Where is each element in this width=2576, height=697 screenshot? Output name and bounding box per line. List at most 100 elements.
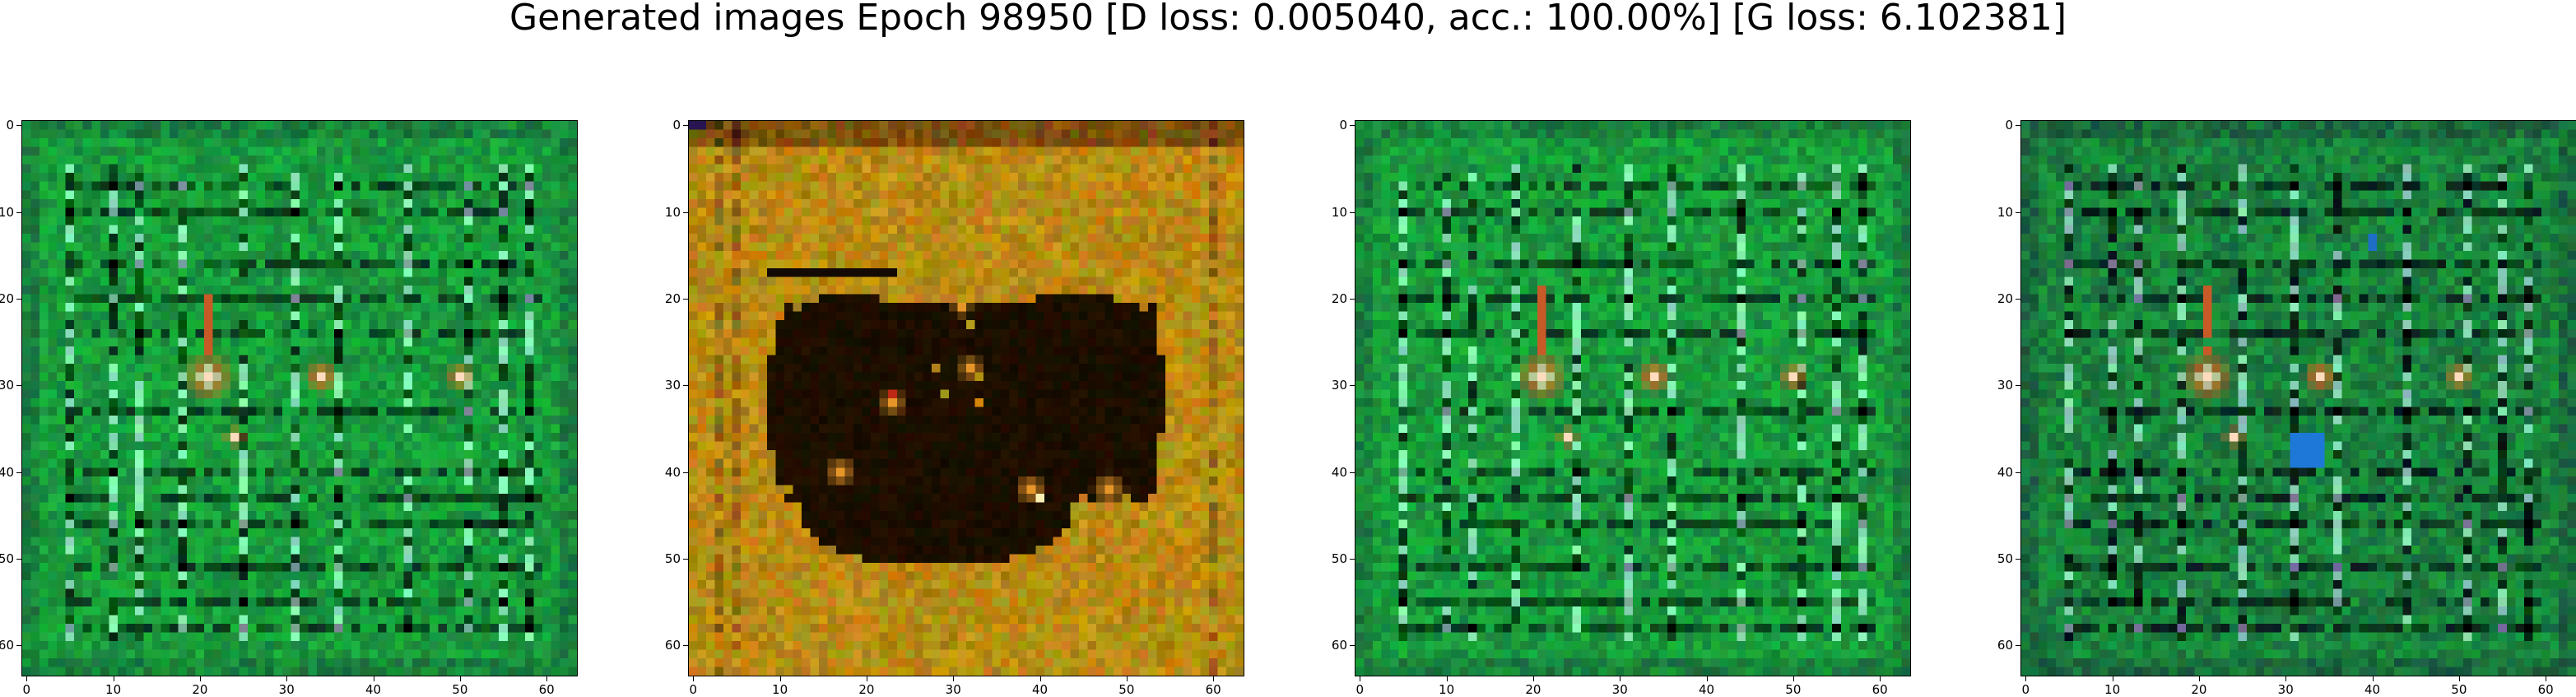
y-tick-mark xyxy=(16,645,21,647)
y-tick-label: 40 xyxy=(664,464,681,480)
x-tick-label: 0 xyxy=(689,682,698,697)
y-tick-mark xyxy=(2016,385,2020,387)
y-tick-label: 30 xyxy=(664,378,681,393)
generated-image-pixels xyxy=(1355,121,1910,676)
y-tick-label: 40 xyxy=(1331,464,1347,480)
y-tick-label: 0 xyxy=(6,118,14,133)
generated-image-pixels xyxy=(22,121,577,676)
y-tick-mark xyxy=(2016,645,2020,647)
x-tick-mark xyxy=(199,676,201,681)
y-tick-label: 60 xyxy=(1997,638,2013,653)
y-tick-label: 20 xyxy=(1997,290,2013,306)
x-tick-label: 40 xyxy=(365,682,382,697)
y-tick-mark xyxy=(2016,558,2020,560)
x-tick-label: 60 xyxy=(1205,682,1221,697)
y-tick-label: 60 xyxy=(664,638,681,653)
generated-image-panel-2: 0 10 20 30 40 50 60 0 10 20 30 40 50 60 xyxy=(665,118,1244,697)
y-tick-label: 0 xyxy=(672,118,681,133)
x-tick-label: 40 xyxy=(1698,682,1715,697)
x-tick-label: 10 xyxy=(105,682,122,697)
x-tick-mark xyxy=(1039,676,1041,681)
x-tick-label: 10 xyxy=(772,682,788,697)
y-tick-mark xyxy=(1350,385,1355,387)
y-tick-mark xyxy=(2016,211,2020,213)
y-tick-label: 50 xyxy=(664,551,681,566)
y-tick-mark xyxy=(683,211,688,213)
y-tick-label: 30 xyxy=(1997,378,2013,393)
x-tick-label: 20 xyxy=(192,682,208,697)
x-tick-label: 60 xyxy=(1872,682,1888,697)
generated-image-panel-4: 0 10 20 30 40 50 60 0 10 20 30 40 50 60 xyxy=(1997,118,2576,697)
x-tick-label: 50 xyxy=(452,682,468,697)
generated-image-2 xyxy=(688,120,1244,676)
y-tick-mark xyxy=(1350,558,1355,560)
x-tick-label: 30 xyxy=(945,682,961,697)
y-tick-mark xyxy=(2016,125,2020,127)
y-tick-mark xyxy=(683,125,688,127)
y-tick-label: 20 xyxy=(0,290,14,306)
y-tick-label: 50 xyxy=(0,551,14,566)
generated-image-pixels xyxy=(2021,121,2576,676)
figure-title: Generated images Epoch 98950 [D loss: 0.… xyxy=(509,0,2067,39)
x-tick-label: 40 xyxy=(2364,682,2381,697)
x-tick-label: 0 xyxy=(22,682,31,697)
x-tick-mark xyxy=(1213,676,1215,681)
generated-image-pixels xyxy=(689,121,1244,676)
x-tick-mark xyxy=(1706,676,1708,681)
x-tick-label: 0 xyxy=(2021,682,2030,697)
y-tick-mark xyxy=(683,472,688,473)
x-tick-label: 50 xyxy=(1118,682,1135,697)
x-tick-label: 40 xyxy=(1031,682,1049,697)
y-tick-label: 20 xyxy=(1331,290,1347,306)
y-tick-label: 60 xyxy=(1331,638,1347,653)
x-tick-mark xyxy=(779,676,781,681)
y-tick-label: 10 xyxy=(0,204,14,220)
x-tick-label: 10 xyxy=(1439,682,1455,697)
y-tick-mark xyxy=(16,558,21,560)
x-tick-mark xyxy=(459,676,461,681)
y-tick-label: 20 xyxy=(664,290,681,306)
y-tick-mark xyxy=(16,211,21,213)
y-tick-label: 50 xyxy=(1331,551,1347,566)
x-tick-label: 20 xyxy=(1525,682,1541,697)
y-tick-mark xyxy=(1350,645,1355,647)
x-tick-label: 50 xyxy=(1785,682,1802,697)
generated-image-4 xyxy=(2020,120,2576,676)
generated-image-1 xyxy=(21,120,578,676)
x-tick-label: 20 xyxy=(2191,682,2207,697)
y-tick-mark xyxy=(683,298,688,300)
y-tick-mark xyxy=(16,298,21,300)
x-tick-mark xyxy=(953,676,955,681)
x-tick-label: 30 xyxy=(278,682,295,697)
x-tick-mark xyxy=(546,676,548,681)
y-tick-mark xyxy=(1350,125,1355,127)
x-tick-label: 10 xyxy=(2104,682,2121,697)
y-tick-mark xyxy=(1350,472,1355,473)
x-tick-mark xyxy=(1126,676,1128,681)
x-tick-label: 50 xyxy=(2451,682,2467,697)
x-tick-mark xyxy=(1446,676,1448,681)
y-tick-mark xyxy=(683,645,688,647)
generated-image-panel-1: 0 10 20 30 40 50 60 0 10 20 30 40 50 60 xyxy=(0,118,578,697)
y-tick-label: 30 xyxy=(0,378,14,393)
y-tick-mark xyxy=(1350,298,1355,300)
x-tick-label: 20 xyxy=(858,682,875,697)
y-tick-label: 40 xyxy=(1997,464,2013,480)
y-tick-mark xyxy=(16,472,21,473)
y-tick-label: 10 xyxy=(1997,204,2013,220)
x-tick-mark xyxy=(1793,676,1794,681)
y-tick-mark xyxy=(683,558,688,560)
y-tick-label: 60 xyxy=(0,638,14,653)
y-tick-label: 10 xyxy=(664,204,681,220)
y-tick-mark xyxy=(2016,298,2020,300)
generated-image-panel-3: 0 10 20 30 40 50 60 0 10 20 30 40 50 60 xyxy=(1332,118,1911,697)
y-tick-mark xyxy=(2016,472,2020,473)
x-tick-label: 30 xyxy=(2277,682,2294,697)
y-tick-label: 10 xyxy=(1331,204,1347,220)
x-tick-mark xyxy=(26,676,28,681)
y-tick-mark xyxy=(1350,211,1355,213)
y-tick-label: 0 xyxy=(2005,118,2013,133)
y-tick-label: 40 xyxy=(0,464,14,480)
x-tick-mark xyxy=(2285,676,2287,681)
x-tick-mark xyxy=(286,676,288,681)
